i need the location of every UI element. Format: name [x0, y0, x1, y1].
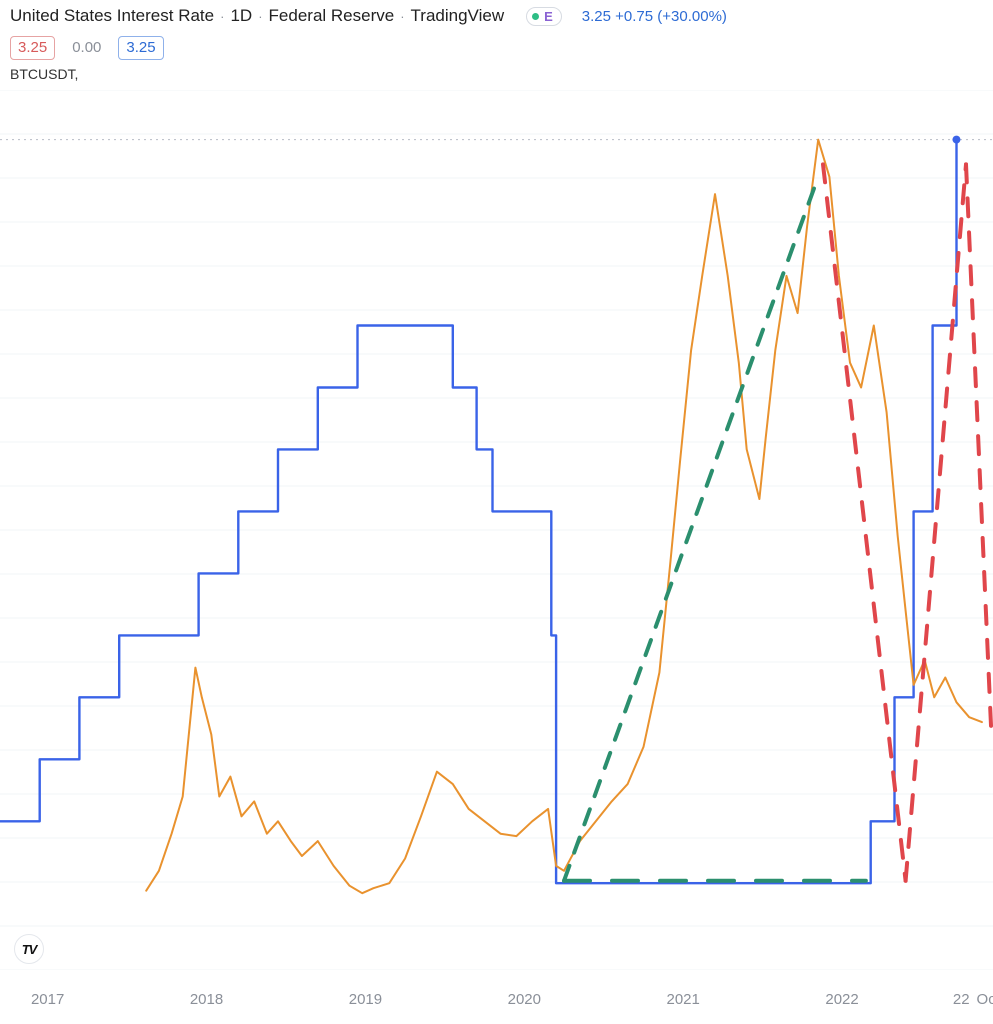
price-change-pct: (+30.00%): [657, 8, 727, 25]
platform-label: TradingView: [411, 6, 505, 26]
source-label: Federal Reserve: [269, 6, 395, 26]
last-price: 3.25: [582, 8, 611, 25]
economic-badge[interactable]: E: [526, 7, 562, 26]
separator-dot: ·: [258, 9, 262, 24]
symbol-name[interactable]: United States Interest Rate: [10, 6, 214, 26]
quote-readout: 3.25 +0.75 (+30.00%): [582, 8, 727, 25]
x-tick-label: 2019: [349, 991, 382, 1008]
value-pill-prev: 0.00: [65, 37, 108, 59]
x-tick-label: 2021: [666, 991, 699, 1008]
overlay-symbol-label[interactable]: BTCUSDT,: [10, 66, 78, 82]
value-pill-open: 3.25: [10, 36, 55, 60]
x-tick-label: 22: [953, 991, 970, 1008]
chart-svg: [0, 90, 993, 970]
logo-text: TV: [22, 942, 37, 957]
tradingview-logo-icon[interactable]: TV: [14, 934, 44, 964]
x-axis: 2017 2018 2019 2020 2021 2022 22 Oct: [0, 970, 993, 1024]
ohlc-row: 3.25 0.00 3.25: [10, 36, 164, 60]
value-pill-close: 3.25: [118, 36, 163, 60]
x-tick-label: 2017: [31, 991, 64, 1008]
x-tick-label: Oct: [977, 991, 993, 1008]
x-tick-label: 2018: [190, 991, 223, 1008]
x-tick-label: 2020: [508, 991, 541, 1008]
x-tick-label: 2022: [825, 991, 858, 1008]
separator-dot: ·: [220, 9, 224, 24]
economic-badge-label: E: [544, 9, 553, 24]
status-dot-icon: [532, 13, 539, 20]
chart-header: United States Interest Rate · 1D · Feder…: [10, 6, 727, 26]
price-change: +0.75: [615, 8, 653, 25]
chart-area[interactable]: [0, 90, 993, 970]
interval-label[interactable]: 1D: [230, 6, 252, 26]
separator-dot: ·: [400, 9, 404, 24]
